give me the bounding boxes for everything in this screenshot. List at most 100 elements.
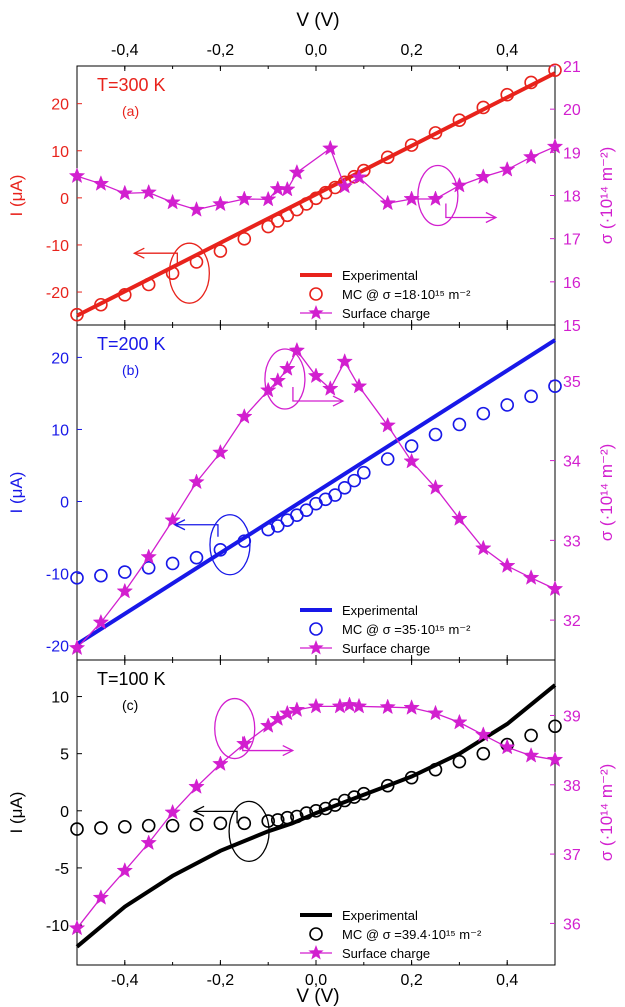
mc-point [548, 719, 562, 734]
y-right-tick-label: 21 [563, 59, 581, 76]
surface-charge-point [188, 200, 205, 217]
surface-charge-point [140, 548, 157, 565]
surface-charge-point [498, 738, 516, 755]
surface-charge-point [116, 861, 134, 878]
surface-charge-point [288, 701, 306, 717]
mc-point [524, 728, 538, 743]
legend-label: MC @ σ =39.4·10¹⁵ m⁻² [342, 927, 482, 942]
legend-label: Experimental [342, 603, 418, 618]
legend: Experimental MC @ σ =18·10¹⁵ m⁻² Surface c… [300, 268, 471, 321]
panel-tag: (c) [122, 697, 138, 713]
top-axis-label: V (V) [296, 10, 339, 31]
surface-charge-point [68, 639, 86, 656]
top-axis-tick-labels: -0,4 -0,2 0,0 0,2 0,4 [111, 42, 518, 59]
mc-point [328, 488, 342, 502]
surface-charge-point [140, 183, 157, 200]
surface-charge-point [269, 180, 287, 197]
surface-charge-point [288, 163, 306, 180]
panel-temperature-label: T=200 K [97, 334, 166, 354]
panel-tag: (b) [122, 362, 139, 378]
mc-point [524, 389, 538, 404]
axis-pointer-arrow-left [194, 810, 238, 824]
arrowhead [132, 247, 145, 259]
surface-charge-point [322, 380, 339, 396]
top-x-tick-label: -0,2 [207, 42, 235, 59]
mc-point [70, 571, 84, 585]
legend-label: Surface charge [342, 946, 430, 961]
panel-2: -20 -10 0 10 20 32 33 34 35 I (μA) σ (·10¹⁴ m⁻²) T=… [7, 324, 616, 661]
mc-point [141, 277, 156, 292]
top-x-tick-label: -0,4 [111, 42, 139, 59]
y-right-axis-label: σ (·10¹⁴ m⁻²) [597, 764, 616, 862]
surface-charge-point [475, 726, 492, 742]
y-left-tick-label: 20 [51, 97, 69, 114]
mc-point [309, 803, 323, 818]
surface-charge-point [68, 167, 86, 184]
mc-point [548, 63, 562, 78]
y-left-tick-label: -10 [46, 567, 69, 584]
legend-label: MC @ σ =35·10¹⁵ m⁻² [342, 622, 471, 637]
surface-charge-line [76, 349, 556, 649]
mc-point [476, 406, 491, 421]
annotation-ellipse [228, 800, 270, 862]
surface-charge-point [522, 569, 540, 585]
surface-charge-point [498, 557, 516, 573]
axis-pointer-arrow-right [292, 387, 343, 402]
legend-label: Surface charge [342, 641, 430, 656]
mc-point [141, 560, 156, 575]
surface-charge-point [92, 889, 110, 905]
y-right-tick-label: 20 [563, 102, 581, 119]
chart-panels: -20 -10 0 10 20 16 17 18 19 20 21 15 I (μA) σ (·10¹⁴ … [7, 59, 616, 966]
mc-point [380, 452, 395, 466]
legend-swatch-surface-star [308, 640, 324, 655]
surface-charge-point [164, 511, 181, 528]
surface-charge-point [546, 751, 564, 767]
surface-charge-point [307, 367, 325, 384]
mc-point [165, 818, 180, 833]
surface-charge-point [212, 195, 229, 212]
surface-charge-point [350, 697, 368, 714]
bottom-x-tick-label: 0,2 [400, 972, 422, 989]
y-right-tick-label: 15 [563, 318, 581, 335]
surface-charge-point [164, 803, 181, 820]
surface-charge-point [279, 180, 296, 197]
panel-temperature-label: T=300 K [97, 75, 166, 95]
y-left-tick-label: 10 [51, 422, 69, 439]
surface-charge-point [427, 190, 444, 206]
mc-point [189, 817, 204, 832]
mc-point [165, 556, 180, 571]
y-right-tick-label: 17 [563, 232, 581, 249]
mc-point [94, 821, 108, 835]
panel-tag: (a) [122, 103, 139, 119]
experimental-line [75, 338, 557, 646]
y-right-tick-label: 18 [563, 189, 581, 206]
mc-point [290, 809, 304, 824]
mc-point [118, 288, 132, 302]
mc-point [280, 810, 295, 825]
bottom-x-tick-label: -0,2 [207, 972, 235, 989]
mc-point [347, 473, 362, 488]
top-x-tick-label: 0,4 [496, 42, 518, 59]
surface-charge-point [116, 184, 134, 201]
y-left-tick-label: 0 [60, 191, 69, 208]
surface-charge-point [164, 193, 181, 210]
annotation-ellipse [168, 242, 210, 304]
legend-swatch-surface-star [308, 945, 324, 960]
arrowhead [332, 395, 345, 407]
y-left-tick-label: -20 [46, 285, 69, 302]
y-left-tick-label: -10 [46, 238, 69, 255]
y-right-tick-label: 36 [563, 916, 581, 933]
mc-point [500, 398, 515, 412]
mc-point [299, 503, 314, 517]
surface-charge-point [341, 696, 358, 713]
surface-charge-point [307, 697, 325, 714]
mc-point [189, 550, 204, 565]
mc-point [213, 542, 228, 557]
mc-point [452, 754, 467, 769]
y-left-tick-label: 20 [51, 350, 69, 367]
surface-charge-point [427, 478, 444, 495]
y-right-tick-label: 37 [563, 847, 581, 864]
surface-charge-point [259, 190, 277, 207]
mc-point [213, 816, 228, 831]
top-x-tick-label: 0,0 [305, 42, 327, 59]
